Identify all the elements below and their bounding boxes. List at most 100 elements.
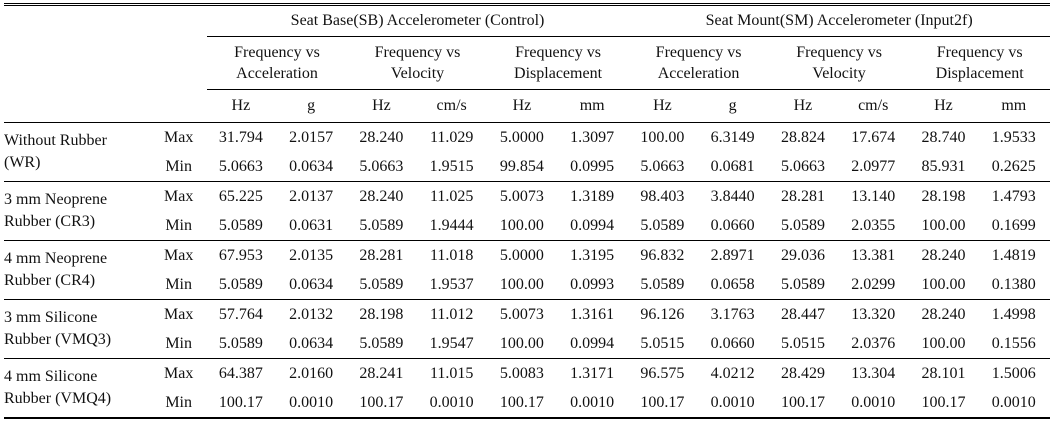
max-value-cell: 31.794 xyxy=(218,128,263,146)
min-value-cell: 0.0631 xyxy=(275,211,348,241)
subheader-line2: Displacement xyxy=(514,65,603,82)
material-label-line2: Rubber (CR3) xyxy=(4,213,96,230)
max-value-cell: 28.281 xyxy=(780,187,825,205)
max-value-cell: 6.3149 xyxy=(710,128,755,146)
min-value-cell: 0.0634 xyxy=(275,270,348,300)
max-value-cell: 67.953 xyxy=(218,246,263,264)
max-value-cell: 17.674 xyxy=(851,128,896,146)
max-value-cell: 5.0073 xyxy=(499,305,544,323)
material-label: 4 mm Silicone Rubber (VMQ4) xyxy=(4,358,151,419)
max-value-cell: 98.403 xyxy=(640,187,685,205)
max-value-cell: 4.0212 xyxy=(710,364,755,382)
min-value-cell: 5.0589 xyxy=(768,211,838,241)
min-value-cell: 100.00 xyxy=(487,329,557,359)
max-label: Max xyxy=(163,187,194,205)
unit-header: g xyxy=(696,89,769,123)
max-value-cell: 1.3195 xyxy=(570,246,615,264)
group-header-sb: Seat Base(SB) Accelerometer (Control) xyxy=(206,6,629,37)
max-value-cell: 96.832 xyxy=(640,246,685,264)
max-value-cell: 2.0137 xyxy=(289,187,334,205)
min-value-cell: 0.0010 xyxy=(415,388,488,419)
max-value-cell: 1.5006 xyxy=(991,364,1036,382)
min-value-cell: 5.0589 xyxy=(347,329,416,359)
unit-header: Hz xyxy=(487,89,557,123)
max-value-cell: 11.018 xyxy=(429,246,474,264)
max-value-cell: 57.764 xyxy=(218,305,263,323)
min-value-cell: 0.0660 xyxy=(696,211,769,241)
max-value-cell: 1.3097 xyxy=(570,128,615,146)
max-value-cell: 28.740 xyxy=(921,128,966,146)
min-value-cell: 100.00 xyxy=(487,270,557,300)
max-value-cell: 2.8971 xyxy=(710,246,755,264)
min-value-cell: 0.0010 xyxy=(977,388,1050,419)
min-value-cell: 0.0010 xyxy=(696,388,769,419)
min-value-cell: 1.9537 xyxy=(415,270,488,300)
unit-header: Hz xyxy=(206,89,275,123)
min-value-cell: 85.931 xyxy=(909,152,978,182)
min-value-cell: 0.2625 xyxy=(977,152,1050,182)
material-label-line1: 3 mm Silicone xyxy=(4,309,98,326)
max-value-cell: 11.029 xyxy=(429,128,474,146)
max-value-cell: 1.3161 xyxy=(570,305,615,323)
min-value-cell: 2.0355 xyxy=(837,211,910,241)
min-value-cell: 5.0589 xyxy=(347,211,416,241)
table-row-min: Min 5.0589 0.0634 5.0589 1.9547 100.00 0.0994 5… xyxy=(4,329,1050,359)
max-label: Max xyxy=(163,128,194,146)
subheader-cell: Frequency vs Acceleration xyxy=(628,36,769,90)
min-value-cell: 5.0663 xyxy=(768,152,838,182)
max-value-cell: 96.575 xyxy=(640,364,685,382)
results-table: Seat Base(SB) Accelerometer (Control) Se… xyxy=(4,3,1050,419)
min-value-cell: 5.0663 xyxy=(206,152,275,182)
material-label: 3 mm Silicone Rubber (VMQ3) xyxy=(4,299,151,359)
max-value-cell: 28.824 xyxy=(780,128,825,146)
material-label-line1: Without Rubber xyxy=(4,132,107,149)
min-value-cell: 100.17 xyxy=(487,388,557,419)
min-value-cell: 0.0660 xyxy=(696,329,769,359)
max-label: Max xyxy=(163,305,194,323)
unit-header: Hz xyxy=(909,89,978,123)
subheader-cell: Frequency vs Acceleration xyxy=(206,36,348,90)
table-row-max: 3 mm Neoprene Rubber (CR3) Max 65.225 2.0137… xyxy=(4,181,1050,241)
min-value-cell: 5.0589 xyxy=(206,270,275,300)
max-value-cell: 28.241 xyxy=(359,364,404,382)
min-value-cell: 100.00 xyxy=(909,270,978,300)
max-value-cell: 100.00 xyxy=(640,128,685,146)
min-value-cell: 0.0010 xyxy=(556,388,629,419)
min-value-cell: 2.0376 xyxy=(837,329,910,359)
unit-header: Hz xyxy=(347,89,416,123)
subheader-cell: Frequency vs Displacement xyxy=(909,36,1050,90)
max-value-cell: 2.0160 xyxy=(289,364,334,382)
min-value-cell: 1.9547 xyxy=(415,329,488,359)
unit-header: cm/s xyxy=(415,89,488,123)
max-value-cell: 1.4819 xyxy=(991,246,1036,264)
group-header-row: Seat Base(SB) Accelerometer (Control) Se… xyxy=(4,6,1050,37)
max-value-cell: 13.140 xyxy=(851,187,896,205)
min-value-cell: 5.0515 xyxy=(628,329,697,359)
min-value-cell: 2.0299 xyxy=(837,270,910,300)
min-value-cell: 0.1380 xyxy=(977,270,1050,300)
max-value-cell: 28.240 xyxy=(359,128,404,146)
min-value-cell: 0.0681 xyxy=(696,152,769,182)
material-label: 4 mm Neoprene Rubber (CR4) xyxy=(4,240,151,300)
max-value-cell: 28.240 xyxy=(921,305,966,323)
subheader-line1: Frequency vs xyxy=(796,44,882,61)
min-value-cell: 0.0993 xyxy=(556,270,629,300)
subheader-line1: Frequency vs xyxy=(234,44,320,61)
subheader-line1: Frequency vs xyxy=(936,44,1023,61)
min-value-cell: 100.00 xyxy=(487,211,557,241)
max-value-cell: 28.198 xyxy=(359,305,404,323)
subheader-line2: Velocity xyxy=(390,65,445,82)
table-row-min: Min 5.0663 0.0634 5.0663 1.9515 99.854 0.0995 5… xyxy=(4,152,1050,182)
max-value-cell: 28.101 xyxy=(921,364,966,382)
max-value-cell: 11.012 xyxy=(429,305,474,323)
max-value-cell: 29.036 xyxy=(780,246,825,264)
min-value-cell: 100.17 xyxy=(206,388,275,419)
min-value-cell: 99.854 xyxy=(487,152,557,182)
unit-header: Hz xyxy=(768,89,838,123)
max-value-cell: 1.3171 xyxy=(570,364,615,382)
min-value-cell: 0.0995 xyxy=(556,152,629,182)
min-value-cell: 0.1699 xyxy=(977,211,1050,241)
max-value-cell: 28.198 xyxy=(921,187,966,205)
subheader-row: Frequency vs Acceleration Frequency vs Velo… xyxy=(4,36,1050,90)
table-row-max: 3 mm Silicone Rubber (VMQ3) Max 57.764 2.013… xyxy=(4,299,1050,359)
